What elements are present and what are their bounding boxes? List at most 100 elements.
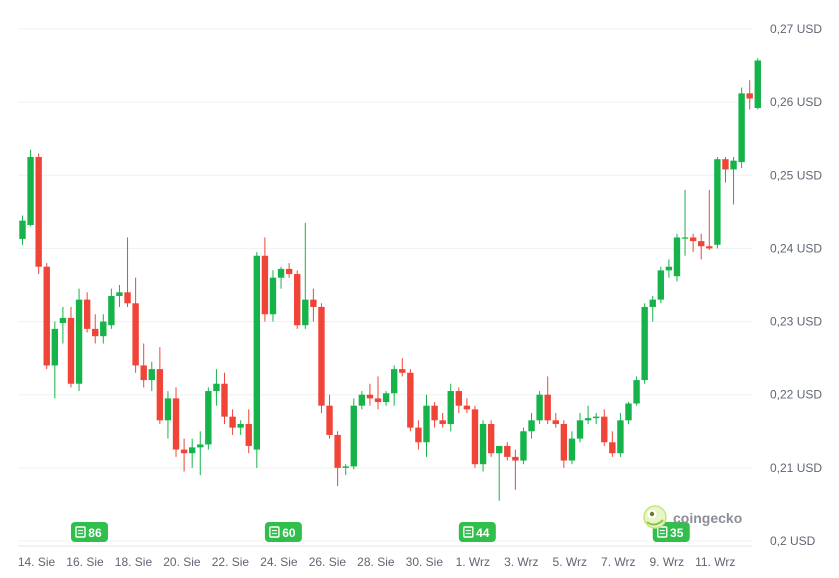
- candle: [568, 431, 576, 465]
- candle-body: [277, 268, 285, 278]
- candle: [407, 369, 414, 432]
- volume-badge: 86: [70, 522, 108, 542]
- candle: [681, 189, 689, 256]
- candle-body: [479, 423, 487, 465]
- candle: [471, 405, 479, 468]
- candle: [229, 409, 236, 435]
- candle: [399, 358, 406, 377]
- candle-body: [641, 306, 648, 381]
- candle-body: [148, 369, 155, 381]
- candle-body: [649, 299, 656, 307]
- x-tick-label: 28. Sie: [357, 555, 395, 569]
- candle-body: [116, 292, 123, 296]
- candle-body: [334, 434, 341, 468]
- candle: [108, 288, 115, 329]
- volume-badge-label: 35: [670, 526, 684, 540]
- candle: [27, 149, 34, 227]
- candle-body: [285, 268, 293, 275]
- candle-body: [213, 383, 220, 392]
- candle-body: [318, 306, 325, 406]
- candle-body: [164, 398, 172, 421]
- x-tick-label: 11. Wrz: [695, 555, 735, 569]
- candle-body: [188, 447, 196, 454]
- candle: [528, 413, 535, 439]
- candle-body: [512, 456, 519, 461]
- y-tick-label: 0,21 USD: [770, 461, 822, 475]
- candle: [601, 409, 608, 446]
- candle: [439, 413, 446, 428]
- x-tick-label: 1. Wrz: [456, 555, 490, 569]
- candle: [625, 402, 632, 424]
- candle: [277, 266, 285, 289]
- candle: [423, 394, 430, 457]
- candle-body: [237, 423, 244, 428]
- candle: [294, 270, 301, 329]
- candle-body: [390, 369, 398, 394]
- candle-body: [698, 241, 705, 247]
- candle: [649, 295, 656, 322]
- candle-body: [746, 93, 753, 99]
- candle: [326, 394, 333, 439]
- candle-body: [673, 237, 681, 277]
- candle: [512, 449, 519, 490]
- candle: [665, 259, 673, 278]
- candle: [19, 215, 26, 245]
- y-tick-label: 0,22 USD: [770, 388, 822, 402]
- candle: [560, 420, 568, 468]
- candle: [374, 376, 382, 410]
- y-tick-label: 0,26 USD: [770, 95, 822, 109]
- candle: [75, 288, 83, 392]
- volume-badges: 86 60 44 35: [70, 522, 690, 542]
- candle: [164, 391, 172, 439]
- candle-body: [35, 157, 42, 267]
- candle: [455, 387, 463, 413]
- candle: [51, 321, 59, 399]
- candle: [520, 427, 527, 465]
- candle-body: [358, 394, 366, 406]
- candle-body: [633, 380, 640, 404]
- candles: [19, 58, 761, 501]
- candle: [609, 431, 616, 457]
- candle: [83, 292, 91, 333]
- candle-body: [261, 255, 269, 315]
- candle-body: [439, 420, 446, 424]
- candle: [463, 398, 471, 413]
- candle-body: [59, 317, 67, 324]
- candle-body: [520, 431, 527, 461]
- candle: [261, 237, 269, 322]
- candle: [100, 314, 107, 344]
- candle: [350, 398, 357, 470]
- candle-body: [132, 303, 139, 366]
- volume-badge: 60: [264, 522, 302, 542]
- candle-body: [471, 409, 479, 465]
- candle-body: [496, 445, 503, 454]
- candle-body: [43, 266, 50, 366]
- candle-body: [310, 299, 317, 307]
- x-tick-label: 3. Wrz: [504, 555, 538, 569]
- volume-badge: 35: [652, 522, 690, 542]
- candle-body: [75, 299, 83, 384]
- candle: [342, 464, 349, 476]
- brand-watermark: coingecko: [643, 505, 742, 529]
- candle-body: [730, 160, 737, 170]
- candle-body: [67, 317, 75, 384]
- candle-body: [463, 405, 471, 410]
- candle: [390, 365, 398, 406]
- candle-body: [568, 438, 576, 461]
- candle-body: [326, 405, 333, 435]
- candle: [205, 387, 212, 450]
- candle: [124, 237, 131, 307]
- candle-body: [92, 328, 99, 337]
- candle: [673, 233, 681, 282]
- candle: [754, 58, 761, 110]
- candle-body: [407, 372, 414, 428]
- volume-badge: 44: [458, 522, 496, 542]
- candle-body: [180, 449, 188, 454]
- candle-body: [374, 398, 382, 403]
- candle: [447, 383, 454, 432]
- candle-body: [221, 383, 228, 417]
- candle: [92, 314, 99, 344]
- volume-badge-label: 44: [476, 526, 490, 540]
- candle: [657, 266, 665, 304]
